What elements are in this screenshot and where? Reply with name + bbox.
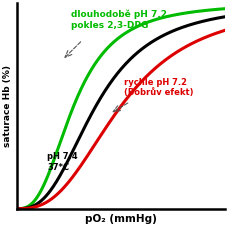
Text: rychle pH 7.2
(Bobrův efekt): rychle pH 7.2 (Bobrův efekt) xyxy=(124,78,193,97)
Y-axis label: saturace Hb (%): saturace Hb (%) xyxy=(3,65,12,147)
X-axis label: pO₂ (mmHg): pO₂ (mmHg) xyxy=(85,214,157,224)
Text: pH 7.4
37*C: pH 7.4 37*C xyxy=(47,152,77,172)
Text: dlouhodobě pH 7.2
pokles 2,3-DPG: dlouhodobě pH 7.2 pokles 2,3-DPG xyxy=(70,10,166,30)
